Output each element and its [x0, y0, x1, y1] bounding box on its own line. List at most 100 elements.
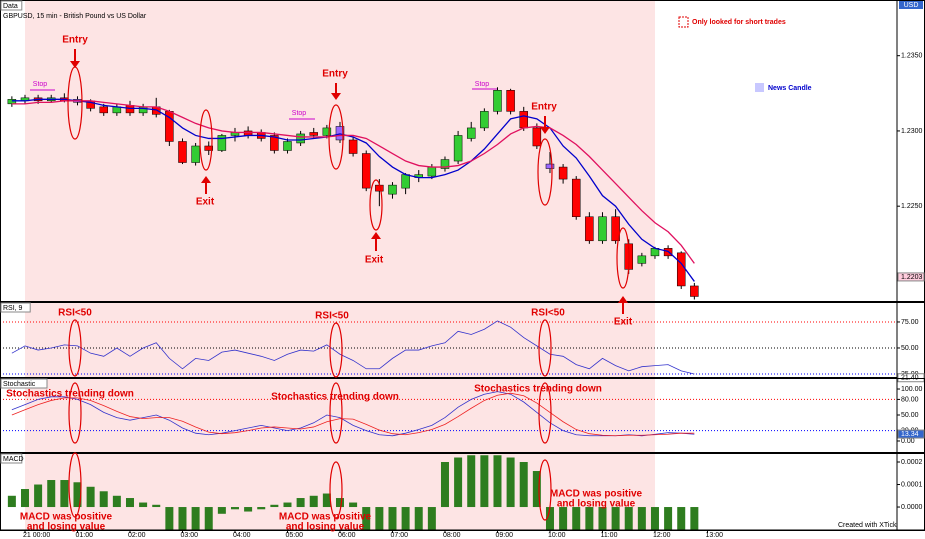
- macd-note: MACD was positive: [279, 512, 372, 523]
- candle-body: [361, 153, 371, 189]
- candle-body: [348, 139, 358, 154]
- bar: [139, 502, 148, 508]
- credit: Created with XTick: [838, 522, 897, 529]
- y-tick-label: 75.00: [901, 319, 919, 326]
- candle-body: [611, 216, 620, 242]
- bar: [34, 484, 43, 508]
- x-tick-label: 03:00: [180, 532, 198, 539]
- bar: [322, 493, 331, 508]
- bar: [690, 507, 699, 530]
- arrow-head: [618, 296, 628, 303]
- ellipse: [68, 319, 82, 377]
- bar: [283, 502, 292, 508]
- candle-body: [571, 178, 581, 217]
- bar: [414, 507, 423, 530]
- stop-label: Stop: [292, 110, 307, 117]
- candle-body: [335, 126, 345, 141]
- line: [11, 100, 695, 264]
- current-value: 1.2203: [901, 274, 923, 281]
- candle-body: [204, 145, 213, 151]
- candle-body: [270, 135, 279, 151]
- x-tick-label: 13:00: [705, 532, 723, 539]
- ellipse: [67, 66, 83, 140]
- bar: [375, 507, 384, 530]
- candle-body: [506, 90, 515, 112]
- ellipse: [328, 104, 344, 170]
- arrow-head: [201, 176, 211, 183]
- bar: [349, 502, 358, 508]
- current-value-box: [897, 373, 925, 383]
- y-tick-label: 1.2250: [901, 203, 923, 210]
- panel-title: GBPUSD, 15 min - British Pound vs US Dol…: [3, 13, 147, 20]
- candle-body: [466, 127, 476, 139]
- rsi-note: RSI<50: [315, 311, 349, 322]
- macd-note: and losing value: [286, 522, 365, 533]
- ellipse: [329, 461, 343, 519]
- candle-body: [388, 184, 397, 195]
- candle-body: [99, 106, 108, 114]
- panel-label-box: [0, 378, 48, 389]
- x-tick-label: 07:00: [390, 532, 408, 539]
- ellipse: [68, 452, 82, 518]
- candle-body: [519, 111, 528, 129]
- bar: [388, 507, 397, 530]
- bar: [217, 507, 226, 514]
- bar: [650, 507, 659, 530]
- panel: [0, 302, 897, 377]
- candle-body: [296, 133, 305, 144]
- line: [11, 320, 695, 375]
- bar: [585, 507, 594, 530]
- bar: [112, 495, 121, 508]
- rsi-note: RSI<50: [58, 308, 92, 319]
- x-tick-label: 10:00: [548, 532, 566, 539]
- bar: [244, 507, 253, 512]
- bar: [545, 507, 554, 530]
- bar: [480, 455, 489, 508]
- line: [11, 392, 695, 437]
- ellipse: [369, 179, 383, 231]
- candle-body: [243, 130, 253, 136]
- macd-note: and losing value: [557, 499, 636, 510]
- y-tick-label: 50.00: [901, 412, 919, 419]
- candle-body: [401, 174, 410, 189]
- bar: [20, 489, 29, 508]
- y-tick-label: 0.00: [901, 438, 915, 445]
- bar: [191, 507, 200, 530]
- x-tick-label: 02:00: [128, 532, 146, 539]
- exit-label: Exit: [614, 317, 633, 328]
- y-tick-label: 1.2350: [901, 53, 923, 60]
- note: Only looked for short trades: [692, 19, 786, 26]
- panel-label: MACD: [3, 456, 24, 463]
- candle-body: [440, 159, 450, 169]
- entry-label: Entry: [531, 102, 557, 113]
- bar: [99, 491, 108, 508]
- x-tick-label: 09:00: [495, 532, 513, 539]
- ellipse: [329, 382, 343, 444]
- arrow-head: [70, 61, 80, 68]
- bar: [624, 507, 633, 530]
- entry-label: Entry: [62, 35, 88, 46]
- ellipse: [68, 382, 82, 444]
- panel-label-box: [0, 302, 31, 313]
- annotations: Entry Entry Entry Exit Exit Exit Stop St…: [6, 16, 897, 533]
- ellipse: [616, 227, 630, 289]
- panel: [0, 378, 897, 452]
- candle-body: [558, 166, 568, 180]
- bar: [60, 480, 69, 508]
- y-tick-label: 0.0001: [901, 481, 923, 488]
- bar: [401, 507, 410, 530]
- panel: [7, 453, 699, 530]
- bar: [664, 507, 673, 530]
- bar: [427, 507, 436, 530]
- stop-label: Stop: [475, 81, 490, 88]
- macd-note: MACD was positive: [550, 489, 643, 500]
- macd-note: MACD was positive: [20, 512, 113, 523]
- candle-body: [545, 163, 555, 169]
- bar: [506, 457, 515, 508]
- x-tick-label: 21 00:00: [23, 532, 50, 539]
- line: [11, 391, 695, 437]
- y-tick-label: 50.00: [901, 345, 919, 352]
- bar: [152, 504, 161, 508]
- candle-body: [191, 145, 200, 163]
